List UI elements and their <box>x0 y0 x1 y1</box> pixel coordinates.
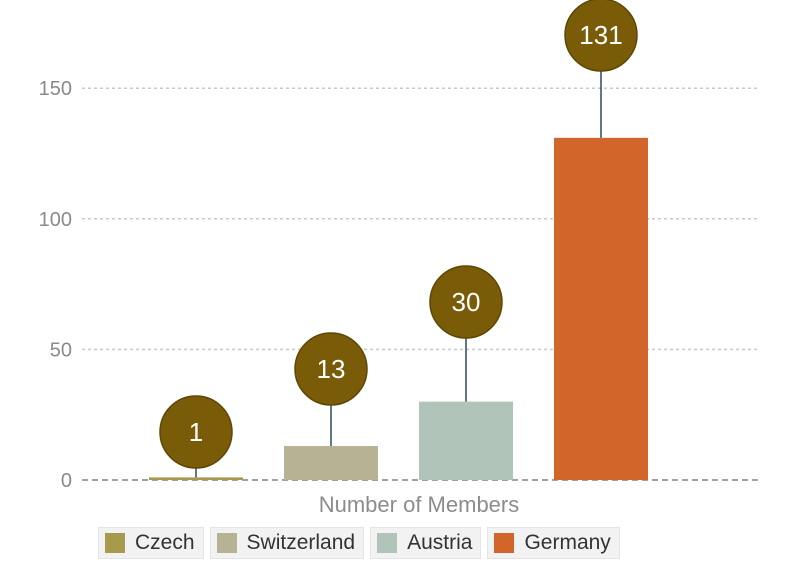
bars <box>149 137 648 480</box>
data-label-bubble <box>564 0 638 72</box>
x-axis-title: Number of Members <box>319 492 520 517</box>
bar-switzerland <box>284 446 378 480</box>
legend-swatch <box>105 533 125 553</box>
bar-germany <box>554 137 648 480</box>
data-label-value: 13 <box>317 354 346 384</box>
data-labels: 1 13 30 131 <box>159 0 638 478</box>
bar-czech <box>149 477 243 480</box>
data-label-bubble <box>294 332 368 406</box>
legend-label: Czech <box>135 531 195 554</box>
data-label-bubble <box>429 265 503 339</box>
legend-swatch <box>216 533 237 553</box>
y-tick-label: 50 <box>50 339 72 361</box>
legend-item-czech[interactable]: Czech <box>98 527 204 559</box>
y-tick-label: 150 <box>39 78 72 100</box>
legend-item-germany[interactable]: Germany <box>487 527 620 559</box>
legend-item-switzerland[interactable]: Switzerland <box>209 527 365 559</box>
data-label-value: 30 <box>452 287 481 317</box>
y-tick-label: 100 <box>39 209 72 231</box>
legend-label: Germany <box>524 531 611 554</box>
legend-label: Switzerland <box>246 531 356 554</box>
y-axis-tick-labels: 0 50 100 150 <box>39 78 72 492</box>
legend-swatch <box>494 533 515 553</box>
legend-item-austria[interactable]: Austria <box>370 527 482 559</box>
data-label-value: 131 <box>579 20 622 50</box>
legend: Czech Switzerland Austria Germany <box>98 527 620 559</box>
data-label-value: 1 <box>189 417 203 447</box>
y-tick-label: 0 <box>61 470 72 492</box>
bar-chart: 0 50 100 150 1 13 30 131 Number of Members <box>39 0 760 517</box>
data-label-bubble <box>159 395 233 469</box>
legend-label: Austria <box>407 531 473 554</box>
legend-swatch <box>377 533 398 553</box>
bar-austria <box>419 401 513 480</box>
